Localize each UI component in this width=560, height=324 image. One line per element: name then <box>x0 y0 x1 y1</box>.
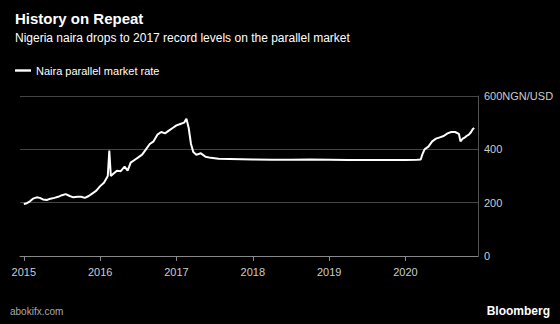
svg-text:0: 0 <box>484 250 490 262</box>
svg-text:2015: 2015 <box>12 266 36 278</box>
svg-text:Nigeria naira drops to 2017 re: Nigeria naira drops to 2017 record level… <box>15 31 351 45</box>
svg-text:abokifx.com: abokifx.com <box>10 306 63 317</box>
svg-text:2017: 2017 <box>164 266 188 278</box>
svg-text:Bloomberg: Bloomberg <box>487 304 550 318</box>
svg-text:Naira parallel market rate: Naira parallel market rate <box>36 65 160 77</box>
svg-text:200: 200 <box>484 197 502 209</box>
svg-text:400: 400 <box>484 143 502 155</box>
svg-text:2020: 2020 <box>393 266 417 278</box>
svg-text:2016: 2016 <box>88 266 112 278</box>
svg-text:2018: 2018 <box>241 266 265 278</box>
svg-text:600NGN/USD: 600NGN/USD <box>484 90 553 102</box>
svg-text:History on Repeat: History on Repeat <box>15 10 143 27</box>
svg-text:2019: 2019 <box>317 266 341 278</box>
